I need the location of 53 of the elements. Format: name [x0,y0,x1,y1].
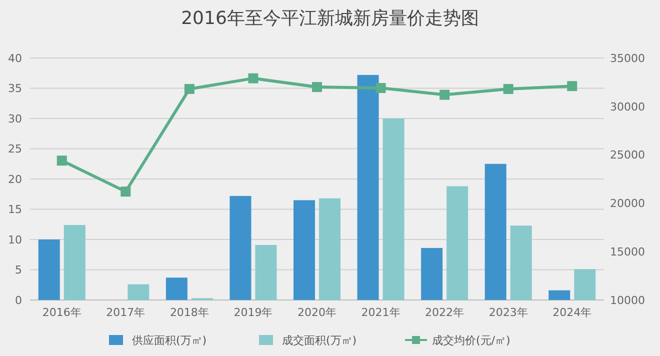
y-tick-label: 40 [8,52,22,65]
x-tick-label: 2024年 [552,306,592,319]
y-tick-label: 20 [8,172,22,186]
bar [128,284,150,300]
bar [421,248,443,300]
legend-label: 成交均价(元/㎡) [432,334,510,347]
y2-tick-label: 20000 [610,197,645,210]
bar [484,164,506,300]
bar [166,278,188,300]
y-tick-label: 10 [8,233,22,246]
x-tick-label: 2021年 [361,306,400,319]
y-tick-label: 25 [8,142,22,156]
x-tick-label: 2023年 [488,306,528,319]
y-tick-label: 5 [15,264,22,277]
y2-tick-label: 15000 [610,245,645,258]
y2-tick-label: 35000 [610,52,645,65]
point [312,82,322,92]
bar [38,240,60,300]
bar [230,196,252,300]
bar [64,224,86,300]
x-tick-label: 2017年 [106,306,146,319]
x-tick-label: 2018年 [170,306,209,319]
bar [293,200,315,300]
legend-label: 供应面积(万㎡) [132,334,207,347]
bar [319,198,341,300]
bar [574,269,596,300]
x-tick-label: 2016年 [42,306,82,319]
point [567,81,578,92]
point [184,84,194,94]
point [248,73,258,84]
chart-title: 2016年至今平江新城新房量价走势图 [181,8,479,29]
x-tick-label: 2020年 [298,306,336,319]
y-tick-label: 35 [8,82,22,96]
y-tick-label: 30 [8,112,22,126]
legend-label: 成交面积(万㎡) [282,334,357,347]
point [120,186,131,197]
point [503,84,514,94]
point [440,90,450,100]
y2-tick-label: 10000 [610,294,645,307]
bar [548,290,570,300]
y-tick-label: 0 [15,294,22,307]
bar [255,244,277,300]
point [56,156,67,166]
x-tick-label: 2019年 [234,306,273,319]
y-tick-label: 15 [8,203,22,216]
y2-tick-label: 30000 [610,100,645,114]
point [376,83,386,94]
y2-tick-label: 25000 [610,148,645,162]
x-tick-label: 2022年 [425,306,464,319]
bar [510,226,532,300]
bar [357,74,379,300]
bar [446,186,468,300]
bar [382,118,404,300]
